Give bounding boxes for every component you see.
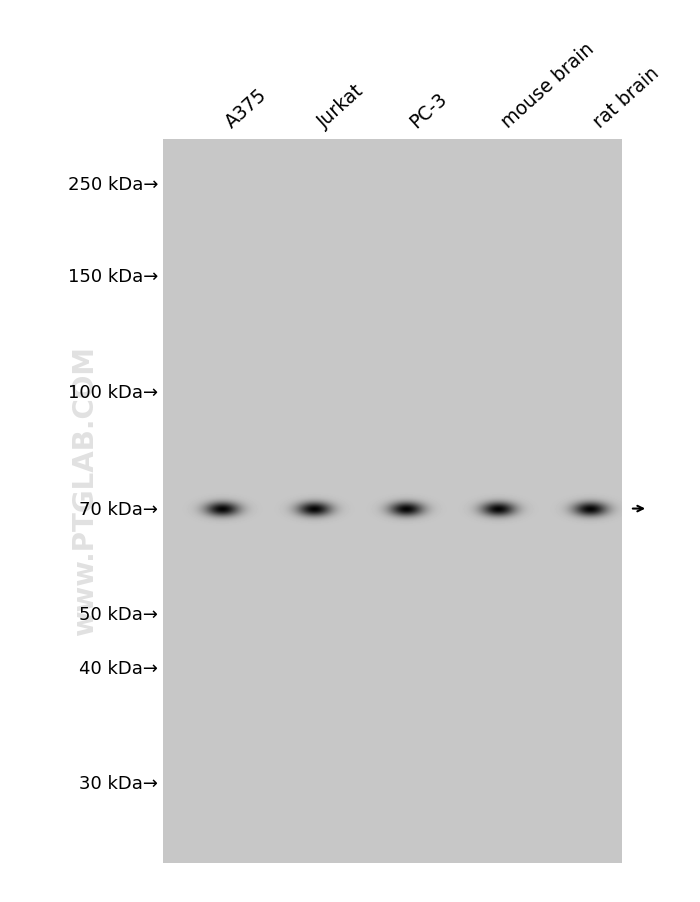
Text: 70 kDa→: 70 kDa→: [79, 500, 158, 518]
Text: rat brain: rat brain: [590, 64, 663, 132]
Text: PC-3: PC-3: [406, 89, 451, 132]
Text: 50 kDa→: 50 kDa→: [79, 605, 158, 623]
Text: 150 kDa→: 150 kDa→: [68, 268, 158, 286]
Bar: [163, 140, 622, 863]
Text: 100 kDa→: 100 kDa→: [68, 384, 158, 402]
Text: A375: A375: [222, 86, 271, 132]
Text: mouse brain: mouse brain: [498, 40, 598, 132]
Text: Jurkat: Jurkat: [314, 81, 368, 132]
Text: 30 kDa→: 30 kDa→: [79, 774, 158, 792]
Text: www.PTGLAB.COM: www.PTGLAB.COM: [71, 345, 99, 635]
Text: 40 kDa→: 40 kDa→: [79, 659, 158, 677]
Text: 250 kDa→: 250 kDa→: [67, 176, 158, 194]
